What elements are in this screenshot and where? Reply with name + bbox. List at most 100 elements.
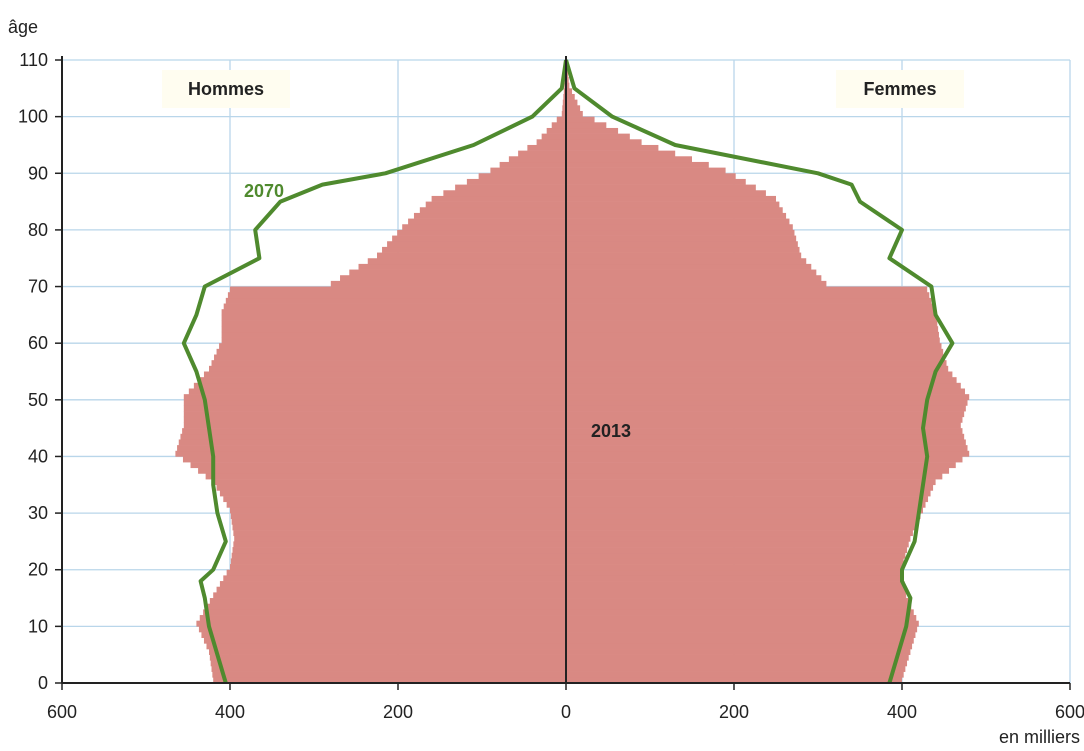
bar-hommes-age-74 <box>367 258 566 265</box>
bar-hommes-age-32 <box>223 496 566 503</box>
bar-femmes-age-63 <box>566 320 938 327</box>
bar-femmes-age-31 <box>566 501 926 508</box>
bar-femmes-age-45 <box>566 422 961 429</box>
bar-hommes-age-37 <box>198 467 566 474</box>
bar-hommes-age-15 <box>213 592 566 599</box>
bar-hommes-age-94 <box>527 144 566 151</box>
bar-femmes-age-54 <box>566 371 953 378</box>
bar-hommes-age-42 <box>178 439 566 446</box>
bar-femmes-age-75 <box>566 252 802 259</box>
y-tick-label-110: 110 <box>19 50 48 70</box>
bar-femmes-age-77 <box>566 241 798 248</box>
bar-hommes-age-14 <box>209 598 566 605</box>
bar-femmes-age-38 <box>566 462 956 469</box>
bar-femmes-age-67 <box>566 297 932 304</box>
bar-femmes-age-50 <box>566 394 970 401</box>
bar-femmes-age-72 <box>566 269 817 276</box>
bar-hommes-age-5 <box>209 649 566 655</box>
bar-femmes-age-49 <box>566 399 968 406</box>
bar-femmes-age-78 <box>566 235 797 242</box>
y-tick-label-20: 20 <box>28 560 48 580</box>
bar-hommes-age-17 <box>219 581 567 588</box>
bar-femmes-age-3 <box>566 660 908 667</box>
bar-hommes-age-86 <box>443 190 566 197</box>
x-tick-label--400: 400 <box>215 702 245 722</box>
bar-femmes-age-91 <box>566 161 709 168</box>
bar-hommes-age-39 <box>182 456 566 463</box>
bar-femmes-age-103 <box>566 93 575 100</box>
bar-femmes-age-70 <box>566 280 827 287</box>
bar-hommes-age-72 <box>349 269 566 276</box>
bar-hommes-age-28 <box>231 518 566 525</box>
bar-hommes-age-49 <box>183 399 567 406</box>
bar-femmes-age-32 <box>566 496 929 503</box>
bar-femmes-age-89 <box>566 173 736 180</box>
bar-femmes-age-96 <box>566 133 630 140</box>
bar-femmes-age-98 <box>566 122 607 129</box>
bar-hommes-age-12 <box>203 609 566 616</box>
bar-hommes-age-95 <box>536 139 566 146</box>
bar-femmes-age-69 <box>566 286 928 293</box>
bar-hommes-age-34 <box>216 484 566 491</box>
bar-hommes-age-80 <box>402 224 566 231</box>
bar-femmes-age-83 <box>566 207 783 214</box>
bar-hommes-age-62 <box>221 326 566 333</box>
bar-femmes-age-107 <box>566 71 569 78</box>
bar-femmes-age-58 <box>566 348 944 355</box>
bar-femmes-age-86 <box>566 190 766 197</box>
series-label-2013: 2013 <box>591 421 631 441</box>
x-tick-label--200: 200 <box>383 702 413 722</box>
bar-hommes-age-76 <box>382 246 566 253</box>
bar-hommes-age-59 <box>219 343 566 350</box>
bar-femmes-age-99 <box>566 116 595 123</box>
bar-femmes-age-17 <box>566 581 905 588</box>
bar-femmes-age-26 <box>566 530 913 537</box>
bar-femmes-age-95 <box>566 139 642 146</box>
bar-femmes-age-56 <box>566 360 947 367</box>
bar-hommes-age-52 <box>193 382 566 389</box>
bar-femmes-age-16 <box>566 586 906 593</box>
bar-hommes-age-31 <box>226 501 566 508</box>
bar-hommes-age-78 <box>392 235 566 242</box>
label-femmes: Femmes <box>863 79 936 99</box>
bar-femmes-age-59 <box>566 343 942 350</box>
series-label-2070: 2070 <box>244 181 284 201</box>
bar-hommes-age-81 <box>408 218 566 225</box>
bar-hommes-age-63 <box>221 320 566 327</box>
bar-hommes-age-35 <box>213 479 566 486</box>
bar-hommes-age-3 <box>210 660 566 667</box>
x-tick-label-600: 600 <box>1055 702 1084 722</box>
bar-hommes-age-50 <box>183 394 567 401</box>
bar-hommes-age-40 <box>175 450 566 457</box>
bar-hommes-age-102 <box>562 99 566 106</box>
x-tick-label--600: 600 <box>47 702 77 722</box>
bar-femmes-age-39 <box>566 456 963 463</box>
bar-femmes-age-42 <box>566 439 966 446</box>
line-2070-layer <box>181 59 955 684</box>
y-tick-label-80: 80 <box>28 220 48 240</box>
bar-hommes-age-67 <box>225 297 567 304</box>
bar-femmes-age-12 <box>566 609 914 616</box>
bar-femmes-age-13 <box>566 603 912 610</box>
bar-femmes-age-47 <box>566 411 965 418</box>
bar-femmes-age-35 <box>566 479 936 486</box>
y-axis-title: âge <box>8 17 38 37</box>
bar-femmes-age-71 <box>566 275 822 282</box>
bar-femmes-age-10 <box>566 620 919 627</box>
bar-femmes-age-87 <box>566 184 756 191</box>
bar-hommes-age-56 <box>211 360 566 367</box>
bar-hommes-age-97 <box>546 127 566 134</box>
bar-hommes-age-18 <box>223 575 566 582</box>
bar-hommes-age-77 <box>387 241 566 248</box>
bar-hommes-age-100 <box>561 110 566 117</box>
bar-hommes-age-9 <box>198 626 567 633</box>
bar-hommes-age-13 <box>206 603 567 610</box>
bar-femmes-age-64 <box>566 314 937 321</box>
x-axis-title: en milliers <box>999 727 1080 747</box>
bar-hommes-age-7 <box>203 637 566 644</box>
bar-hommes-age-48 <box>183 405 567 412</box>
bar-hommes-age-71 <box>340 275 566 282</box>
bar-femmes-age-40 <box>566 450 970 457</box>
